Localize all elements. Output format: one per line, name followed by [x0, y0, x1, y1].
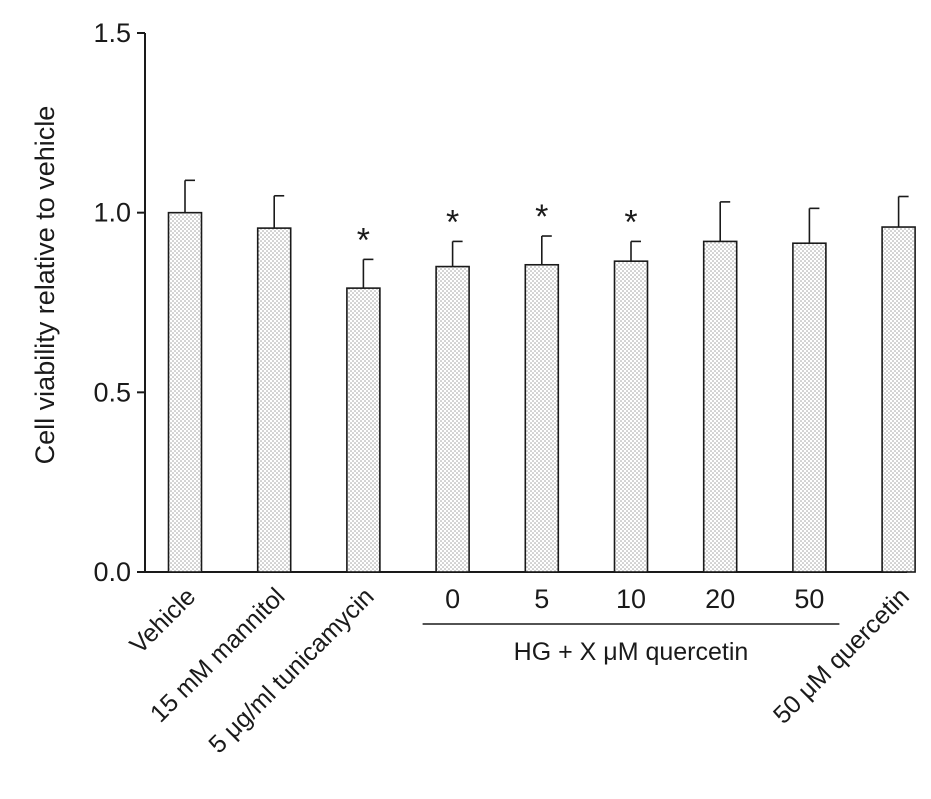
significance-mark: * [446, 203, 459, 241]
significance-mark: * [357, 221, 370, 259]
bar [346, 287, 381, 573]
category-label: 50 μM quercetin [768, 582, 915, 729]
y-tick-label: 0.5 [93, 377, 131, 407]
bar [881, 226, 916, 573]
bar [256, 227, 292, 573]
category-label: 5 μg/ml tunicamycin [203, 582, 379, 758]
category-label: Vehicle [124, 582, 201, 659]
y-axis-title: Cell viability relative to vehicle [30, 106, 60, 465]
bars: * * * * [167, 179, 916, 573]
bar [167, 211, 203, 573]
y-tick-label: 0.0 [93, 557, 131, 587]
bar [435, 265, 470, 573]
significance-mark: * [535, 198, 548, 236]
axes: 0.0 0.5 1.0 1.5 [93, 18, 907, 587]
group-label: HG + X μM quercetin [514, 638, 749, 666]
category-label: 50 [794, 584, 824, 614]
bar [524, 263, 560, 573]
category-label: 20 [705, 584, 735, 614]
y-tick-label: 1.0 [93, 198, 131, 228]
bar [702, 240, 738, 573]
significance-mark: * [624, 203, 637, 241]
y-tick-label: 1.5 [93, 18, 131, 48]
category-label: 5 [534, 584, 549, 614]
category-label: 10 [616, 584, 646, 614]
group-annotation: HG + X μM quercetin [422, 623, 840, 666]
bar [792, 242, 827, 573]
bar [613, 260, 649, 573]
category-label: 0 [445, 584, 460, 614]
